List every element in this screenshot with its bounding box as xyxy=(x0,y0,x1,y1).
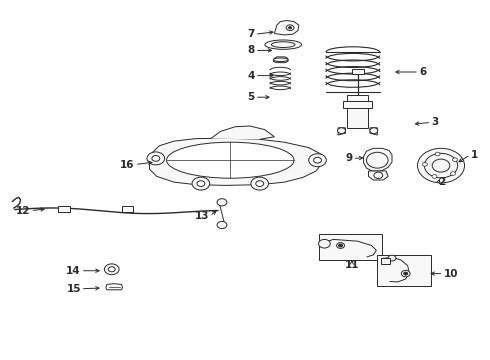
Bar xyxy=(381,258,390,264)
Polygon shape xyxy=(368,171,388,180)
Circle shape xyxy=(217,199,227,206)
Circle shape xyxy=(108,267,115,272)
Ellipse shape xyxy=(265,40,301,49)
Circle shape xyxy=(338,128,345,134)
Circle shape xyxy=(104,264,119,275)
Bar xyxy=(377,255,431,286)
Circle shape xyxy=(424,153,458,178)
Circle shape xyxy=(289,27,292,29)
Circle shape xyxy=(152,156,160,161)
Text: 6: 6 xyxy=(419,67,426,77)
Ellipse shape xyxy=(167,142,294,178)
Ellipse shape xyxy=(271,42,295,48)
Text: 1: 1 xyxy=(470,150,478,160)
Circle shape xyxy=(339,244,343,247)
Polygon shape xyxy=(370,128,377,135)
Text: 5: 5 xyxy=(247,92,255,102)
Circle shape xyxy=(251,177,269,190)
Polygon shape xyxy=(323,239,376,257)
Circle shape xyxy=(370,128,378,134)
Polygon shape xyxy=(273,57,288,63)
Circle shape xyxy=(337,243,344,248)
Circle shape xyxy=(453,158,458,161)
Polygon shape xyxy=(274,21,299,35)
Circle shape xyxy=(432,159,450,172)
Circle shape xyxy=(197,181,205,186)
Circle shape xyxy=(422,163,427,166)
Text: 7: 7 xyxy=(247,29,255,39)
Circle shape xyxy=(192,177,210,190)
Ellipse shape xyxy=(273,58,288,62)
Polygon shape xyxy=(106,284,122,290)
Circle shape xyxy=(147,152,165,165)
Circle shape xyxy=(388,255,396,261)
Circle shape xyxy=(401,270,410,277)
Polygon shape xyxy=(338,128,345,135)
Circle shape xyxy=(314,157,321,163)
Polygon shape xyxy=(149,138,322,185)
Text: 14: 14 xyxy=(66,266,81,276)
Text: 15: 15 xyxy=(66,284,81,294)
Text: 8: 8 xyxy=(247,45,255,55)
Bar xyxy=(352,69,364,74)
Polygon shape xyxy=(211,126,274,139)
Text: 12: 12 xyxy=(16,206,30,216)
Circle shape xyxy=(417,148,465,183)
Circle shape xyxy=(435,152,440,156)
Polygon shape xyxy=(364,148,392,171)
Text: 10: 10 xyxy=(443,269,458,279)
Circle shape xyxy=(318,239,330,248)
Text: 11: 11 xyxy=(344,260,359,270)
Circle shape xyxy=(256,181,264,186)
Text: 13: 13 xyxy=(195,211,210,221)
Text: 16: 16 xyxy=(120,159,135,170)
Bar xyxy=(347,95,368,128)
Polygon shape xyxy=(382,257,409,282)
Bar xyxy=(122,206,133,212)
Circle shape xyxy=(367,152,388,168)
Bar xyxy=(318,234,382,260)
Text: 9: 9 xyxy=(345,153,353,163)
Circle shape xyxy=(374,172,383,179)
Circle shape xyxy=(286,25,294,31)
Bar xyxy=(343,101,372,108)
Text: 2: 2 xyxy=(439,177,446,187)
Text: 3: 3 xyxy=(431,117,439,127)
Circle shape xyxy=(451,172,456,175)
Circle shape xyxy=(432,175,437,178)
Circle shape xyxy=(309,154,326,167)
Text: 4: 4 xyxy=(247,71,255,81)
Circle shape xyxy=(217,221,227,229)
Circle shape xyxy=(404,272,408,275)
Bar xyxy=(58,206,70,212)
